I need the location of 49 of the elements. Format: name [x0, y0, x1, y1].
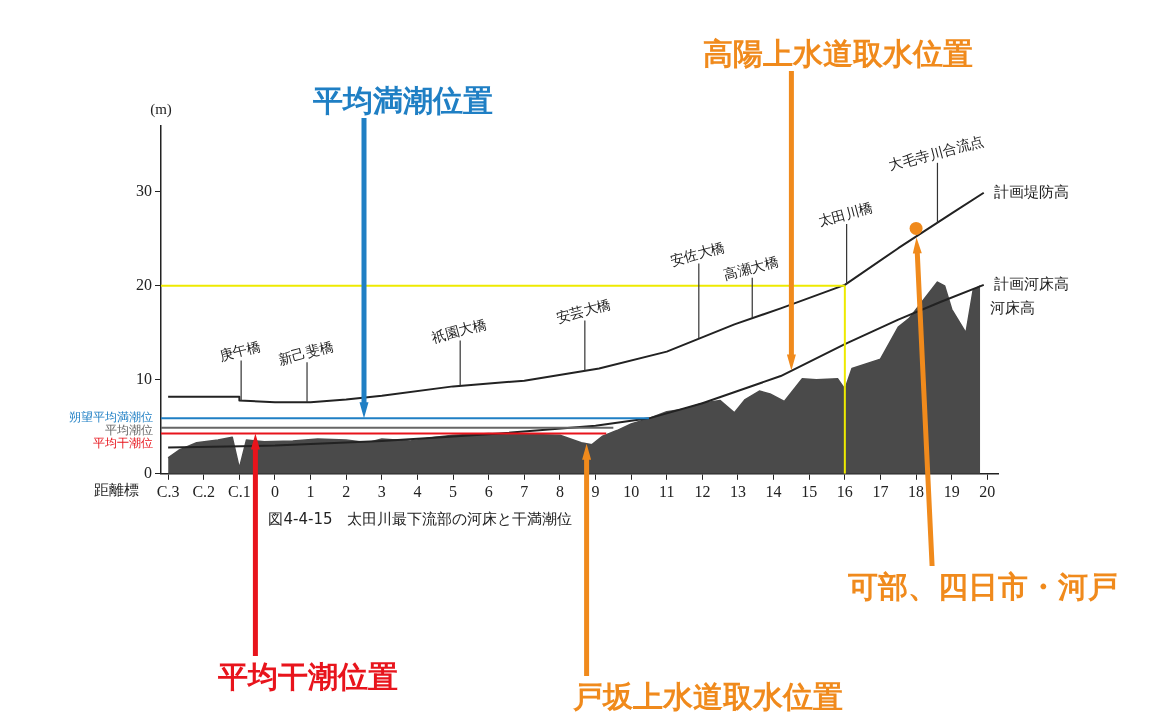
annotation: 庚午橋: [217, 337, 263, 364]
x-tick-label: 0: [270, 482, 279, 500]
x-tick-label: 16: [836, 482, 853, 500]
text: 図4-4-15 太田川最下流部の河床と干満潮位: [268, 509, 573, 528]
x-tick-label: 3: [377, 482, 386, 500]
x-tick-label: 15: [801, 482, 818, 500]
text: 平均干潮位置: [217, 658, 398, 694]
annotation: 安芸大橋: [554, 295, 613, 326]
x-tick-label: C.3: [156, 482, 180, 500]
text: 可部、四日市・河戸: [847, 568, 1118, 604]
series-label: 平均干潮位: [93, 436, 153, 451]
series-label: 平均潮位: [105, 423, 153, 438]
x-tick-label: C.1: [228, 482, 251, 500]
x-tick-label: 17: [872, 482, 889, 500]
x-tick-label: 20: [979, 482, 996, 500]
annotation: 安佐大橋: [668, 238, 727, 269]
annotation: 大毛寺川合流点: [886, 132, 986, 174]
x-tick-label: 5: [449, 482, 458, 500]
text: 戸坂上水道取水位置: [572, 678, 843, 714]
annotation: 太田川橋: [816, 199, 875, 230]
text: 平均満潮位置: [312, 82, 493, 118]
annotation: 祇園大橋: [429, 315, 489, 346]
x-tick-label: 8: [555, 482, 564, 500]
y-tick-label: 20: [136, 276, 152, 293]
x-tick-label: 14: [765, 482, 782, 500]
x-tick-label: 10: [623, 482, 640, 500]
series-label: 朔望平均満潮位: [69, 410, 153, 425]
x-tick-label: 6: [484, 482, 493, 500]
text: 高陽上水道取水位置: [703, 35, 973, 71]
x-tick-label: 11: [659, 482, 675, 500]
x-tick-label: 4: [413, 482, 422, 500]
x-tick-label: C.2: [192, 482, 216, 500]
x-axis-title: 距離標: [94, 481, 139, 500]
series-label: 計画堤防高: [993, 182, 1069, 201]
x-tick-label: 7: [520, 482, 529, 500]
x-tick-label: 18: [908, 482, 925, 500]
y-tick-label: 30: [136, 182, 152, 199]
y-tick-label: 0: [144, 464, 152, 481]
x-tick-label: 9: [591, 482, 600, 500]
y-tick-label: 10: [136, 370, 152, 387]
x-tick-label: 19: [943, 482, 960, 500]
series-label: 計画河床高: [993, 274, 1069, 293]
annotation: 新己斐橋: [276, 337, 335, 368]
y-axis-title: (m): [150, 101, 172, 119]
series-label: 河床高: [990, 298, 1036, 317]
x-tick-label: 13: [730, 482, 746, 500]
x-tick-label: 12: [694, 482, 711, 500]
x-tick-label: 1: [306, 482, 315, 500]
x-tick-label: 2: [342, 482, 351, 500]
